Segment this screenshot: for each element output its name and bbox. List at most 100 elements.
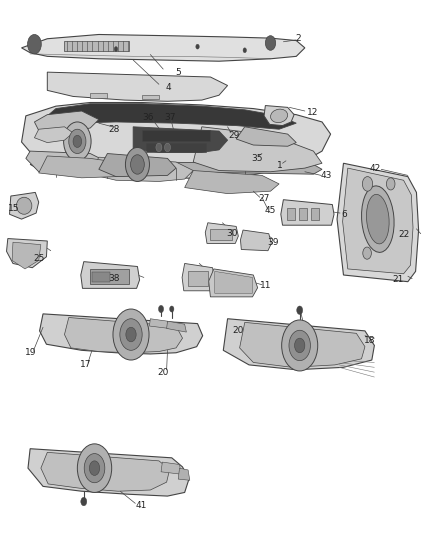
- Text: 28: 28: [108, 125, 120, 134]
- Circle shape: [196, 44, 199, 49]
- Polygon shape: [182, 263, 215, 291]
- Polygon shape: [240, 322, 365, 367]
- Polygon shape: [337, 163, 419, 281]
- Text: 42: 42: [370, 164, 381, 173]
- Circle shape: [89, 461, 100, 475]
- Text: 27: 27: [258, 194, 270, 203]
- Circle shape: [243, 48, 247, 53]
- Polygon shape: [26, 151, 107, 174]
- Circle shape: [282, 320, 318, 371]
- Circle shape: [113, 309, 149, 360]
- Text: 22: 22: [398, 230, 409, 239]
- Circle shape: [386, 178, 395, 190]
- Circle shape: [170, 306, 174, 312]
- Polygon shape: [133, 127, 228, 152]
- Text: 4: 4: [166, 83, 171, 92]
- Circle shape: [78, 444, 112, 492]
- Polygon shape: [149, 319, 169, 328]
- Ellipse shape: [361, 186, 394, 252]
- Polygon shape: [47, 104, 296, 129]
- Circle shape: [159, 305, 164, 313]
- Text: 30: 30: [226, 229, 238, 238]
- Bar: [142, 131, 210, 141]
- Polygon shape: [223, 319, 374, 370]
- Polygon shape: [12, 242, 41, 269]
- Circle shape: [28, 35, 41, 54]
- Circle shape: [114, 46, 118, 52]
- Bar: [64, 41, 129, 52]
- Polygon shape: [90, 93, 107, 98]
- Circle shape: [126, 327, 136, 342]
- Polygon shape: [35, 111, 99, 133]
- Polygon shape: [28, 449, 189, 496]
- Circle shape: [297, 306, 303, 314]
- Text: 38: 38: [108, 274, 120, 283]
- Polygon shape: [41, 453, 170, 491]
- Polygon shape: [10, 192, 39, 219]
- Text: 9: 9: [214, 272, 220, 281]
- Text: 12: 12: [307, 108, 318, 117]
- Polygon shape: [30, 160, 322, 174]
- Text: 20: 20: [232, 326, 244, 335]
- Polygon shape: [90, 157, 193, 181]
- Polygon shape: [81, 262, 140, 288]
- Bar: [146, 143, 206, 152]
- Circle shape: [265, 36, 276, 50]
- Polygon shape: [185, 171, 279, 193]
- Ellipse shape: [271, 109, 288, 123]
- Circle shape: [84, 454, 105, 483]
- Text: 39: 39: [267, 238, 279, 247]
- Circle shape: [81, 497, 87, 506]
- Text: 11: 11: [260, 281, 271, 290]
- Text: 6: 6: [342, 210, 347, 219]
- Text: 43: 43: [321, 171, 332, 180]
- Polygon shape: [99, 154, 176, 176]
- Polygon shape: [236, 127, 296, 146]
- Bar: [311, 208, 318, 220]
- Text: 15: 15: [8, 204, 20, 213]
- Text: 18: 18: [364, 336, 375, 345]
- Text: 35: 35: [251, 154, 262, 163]
- Polygon shape: [264, 106, 294, 126]
- Text: 29: 29: [228, 131, 240, 140]
- Text: 45: 45: [265, 206, 276, 215]
- Circle shape: [294, 338, 305, 353]
- Polygon shape: [161, 462, 181, 474]
- Bar: [287, 208, 294, 220]
- Text: 36: 36: [142, 112, 154, 122]
- Ellipse shape: [367, 195, 389, 244]
- Text: 19: 19: [25, 348, 37, 357]
- Bar: [210, 229, 232, 240]
- Text: 25: 25: [33, 254, 44, 263]
- Polygon shape: [281, 200, 334, 225]
- Polygon shape: [21, 102, 331, 179]
- Bar: [90, 269, 129, 284]
- Circle shape: [156, 143, 162, 152]
- Text: 41: 41: [135, 500, 147, 510]
- Polygon shape: [240, 230, 272, 251]
- Circle shape: [165, 143, 170, 152]
- Polygon shape: [178, 468, 190, 480]
- Bar: [188, 271, 208, 286]
- Polygon shape: [21, 35, 305, 61]
- Polygon shape: [343, 168, 413, 274]
- Polygon shape: [39, 314, 203, 354]
- Polygon shape: [193, 127, 322, 172]
- Polygon shape: [166, 321, 187, 332]
- Circle shape: [120, 319, 142, 350]
- Polygon shape: [35, 127, 73, 143]
- Polygon shape: [208, 269, 258, 297]
- Polygon shape: [39, 156, 133, 178]
- Bar: [92, 272, 110, 281]
- Text: 1: 1: [277, 161, 283, 170]
- Text: 5: 5: [175, 68, 181, 77]
- Polygon shape: [142, 95, 159, 100]
- Circle shape: [289, 330, 311, 361]
- Circle shape: [73, 135, 81, 148]
- Text: 21: 21: [393, 276, 404, 285]
- Circle shape: [125, 148, 149, 181]
- Text: 2: 2: [296, 34, 301, 43]
- Polygon shape: [7, 239, 47, 268]
- Circle shape: [363, 247, 371, 259]
- Text: 17: 17: [80, 360, 92, 369]
